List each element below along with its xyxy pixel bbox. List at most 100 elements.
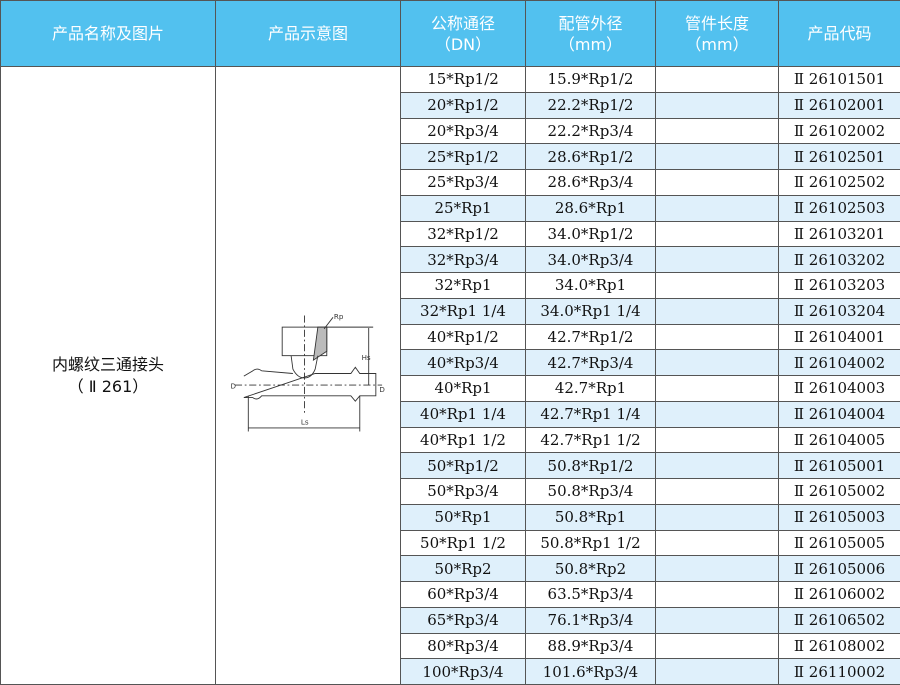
length-cell	[656, 504, 779, 530]
dn-cell: 20*Rp3/4	[401, 118, 526, 144]
od-cell: 88.9*Rp3/4	[526, 633, 656, 659]
dn-cell: 25*Rp1/2	[401, 144, 526, 170]
dn-cell: 40*Rp1 1/4	[401, 401, 526, 427]
code-cell: Ⅱ 26105005	[779, 530, 900, 556]
length-cell	[656, 427, 779, 453]
length-cell	[656, 453, 779, 479]
header-od: 配管外径（mm）	[526, 1, 656, 67]
code-cell: Ⅱ 26106002	[779, 582, 900, 608]
code-cell: Ⅱ 26104003	[779, 376, 900, 402]
length-cell	[656, 556, 779, 582]
dn-cell: 50*Rp1	[401, 504, 526, 530]
dn-cell: 60*Rp3/4	[401, 582, 526, 608]
header-product-name: 产品名称及图片	[1, 1, 216, 67]
code-cell: Ⅱ 26105001	[779, 453, 900, 479]
od-cell: 76.1*Rp3/4	[526, 607, 656, 633]
header-length-label: 管件长度	[685, 14, 749, 33]
length-cell	[656, 607, 779, 633]
od-cell: 50.8*Rp1	[526, 504, 656, 530]
code-cell: Ⅱ 26110002	[779, 659, 900, 685]
od-cell: 42.7*Rp1 1/2	[526, 427, 656, 453]
code-cell: Ⅱ 26102002	[779, 118, 900, 144]
length-cell	[656, 247, 779, 273]
od-cell: 28.6*Rp3/4	[526, 170, 656, 196]
dn-cell: 40*Rp1/2	[401, 324, 526, 350]
od-cell: 34.0*Rp1/2	[526, 221, 656, 247]
header-od-unit: （mm）	[559, 35, 622, 54]
dn-cell: 40*Rp3/4	[401, 350, 526, 376]
od-cell: 42.7*Rp1	[526, 376, 656, 402]
header-dn-unit: （DN）	[435, 35, 491, 54]
od-cell: 15.9*Rp1/2	[526, 67, 656, 93]
od-cell: 34.0*Rp3/4	[526, 247, 656, 273]
header-length: 管件长度（mm）	[656, 1, 779, 67]
dn-cell: 25*Rp1	[401, 195, 526, 221]
code-cell: Ⅱ 26105006	[779, 556, 900, 582]
length-cell	[656, 92, 779, 118]
rp-label: Rp	[333, 312, 343, 321]
length-cell	[656, 67, 779, 93]
header-dn: 公称通径 （DN）	[401, 1, 526, 67]
length-cell	[656, 530, 779, 556]
length-cell	[656, 221, 779, 247]
length-cell	[656, 350, 779, 376]
od-cell: 22.2*Rp3/4	[526, 118, 656, 144]
length-cell	[656, 195, 779, 221]
code-cell: Ⅱ 26102001	[779, 92, 900, 118]
product-name-cell: 内螺纹三通接头（ Ⅱ 261）	[1, 67, 216, 685]
dn-cell: 80*Rp3/4	[401, 633, 526, 659]
code-cell: Ⅱ 26103204	[779, 298, 900, 324]
code-cell: Ⅱ 26105003	[779, 504, 900, 530]
code-cell: Ⅱ 26108002	[779, 633, 900, 659]
dn-cell: 15*Rp1/2	[401, 67, 526, 93]
dn-cell: 25*Rp3/4	[401, 170, 526, 196]
od-cell: 50.8*Rp2	[526, 556, 656, 582]
dn-cell: 32*Rp1	[401, 273, 526, 299]
od-cell: 101.6*Rp3/4	[526, 659, 656, 685]
header-diagram: 产品示意图	[216, 1, 401, 67]
od-cell: 28.6*Rp1	[526, 195, 656, 221]
code-cell: Ⅱ 26106502	[779, 607, 900, 633]
ls-label: Ls	[300, 417, 308, 426]
od-cell: 50.8*Rp1 1/2	[526, 530, 656, 556]
code-cell: Ⅱ 26102503	[779, 195, 900, 221]
code-cell: Ⅱ 26102501	[779, 144, 900, 170]
od-cell: 34.0*Rp1 1/4	[526, 298, 656, 324]
dn-cell: 32*Rp1/2	[401, 221, 526, 247]
length-cell	[656, 659, 779, 685]
length-cell	[656, 582, 779, 608]
header-dn-label: 公称通径	[431, 14, 495, 33]
code-cell: Ⅱ 26104001	[779, 324, 900, 350]
product-name: 内螺纹三通接头	[52, 355, 164, 374]
dn-cell: 50*Rp3/4	[401, 479, 526, 505]
od-cell: 50.8*Rp3/4	[526, 479, 656, 505]
dn-cell: 40*Rp1	[401, 376, 526, 402]
length-cell	[656, 298, 779, 324]
code-cell: Ⅱ 26104005	[779, 427, 900, 453]
code-cell: Ⅱ 26103203	[779, 273, 900, 299]
code-cell: Ⅱ 26104004	[779, 401, 900, 427]
length-cell	[656, 376, 779, 402]
header-code: 产品代码	[779, 1, 900, 67]
code-cell: Ⅱ 26102502	[779, 170, 900, 196]
tee-fitting-diagram: Rp Hs D D Ls	[226, 306, 391, 441]
od-cell: 28.6*Rp1/2	[526, 144, 656, 170]
od-cell: 22.2*Rp1/2	[526, 92, 656, 118]
d-label-right: D	[379, 385, 385, 394]
length-cell	[656, 401, 779, 427]
code-cell: Ⅱ 26103202	[779, 247, 900, 273]
length-cell	[656, 118, 779, 144]
length-cell	[656, 144, 779, 170]
length-cell	[656, 479, 779, 505]
od-cell: 34.0*Rp1	[526, 273, 656, 299]
length-cell	[656, 324, 779, 350]
dn-cell: 40*Rp1 1/2	[401, 427, 526, 453]
dn-cell: 50*Rp1 1/2	[401, 530, 526, 556]
code-cell: Ⅱ 26104002	[779, 350, 900, 376]
dn-cell: 20*Rp1/2	[401, 92, 526, 118]
od-cell: 42.7*Rp3/4	[526, 350, 656, 376]
header-row: 产品名称及图片 产品示意图 公称通径（DN） 配管外径（mm） 管件长度（mm）…	[1, 1, 900, 67]
length-cell	[656, 170, 779, 196]
